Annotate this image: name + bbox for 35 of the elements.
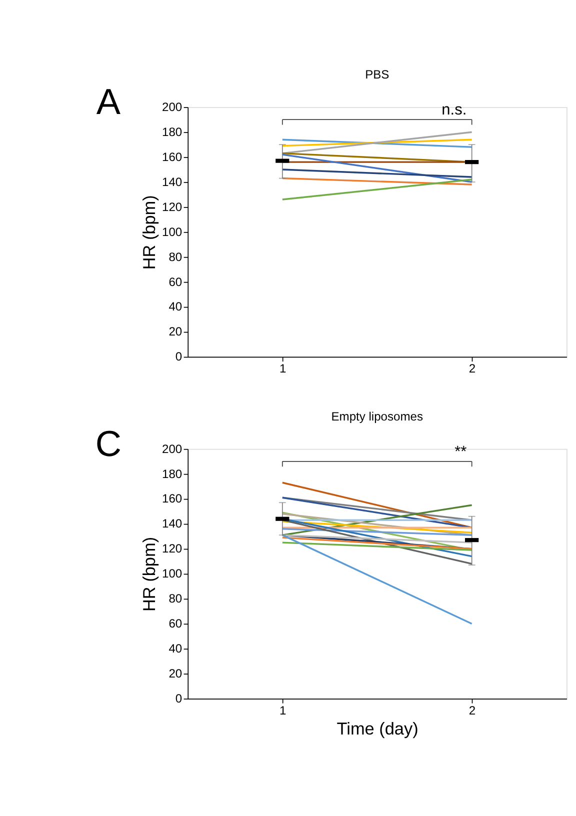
annotation: **: [454, 443, 467, 460]
y-tick-label: 0: [175, 350, 182, 364]
chart-title: Empty liposomes: [331, 410, 423, 424]
y-tick-label: 60: [168, 274, 182, 289]
y-tick-label: 60: [168, 616, 182, 631]
text: A: [96, 81, 122, 122]
y-tick-label: 40: [168, 300, 182, 314]
y-tick-label: 80: [168, 250, 182, 264]
y-tick-label: 20: [168, 666, 182, 681]
y-tick-label: 180: [162, 124, 182, 139]
x-tick-label: 1: [279, 362, 286, 376]
y-tick-label: 100: [162, 566, 182, 581]
y-tick-label: 40: [168, 642, 182, 656]
y-tick-label: 180: [162, 466, 182, 481]
y-tick-label: 200: [162, 100, 182, 114]
annotation: n.s.: [442, 101, 467, 118]
y-tick-label: 160: [162, 150, 182, 164]
y-tick-label: 140: [162, 516, 182, 531]
y-tick-label: 0: [175, 692, 182, 706]
x-tick-label: 2: [468, 704, 476, 718]
x-tick-label: 2: [468, 362, 476, 376]
y-tick-label: 140: [162, 174, 182, 189]
y-tick-label: 20: [168, 324, 182, 339]
x-tick-label: 1: [279, 704, 286, 718]
y-tick-label: 200: [162, 442, 182, 456]
y-axis-title: HR (bpm): [139, 195, 160, 270]
chart-title: PBS: [365, 68, 390, 82]
text: C: [95, 422, 122, 464]
y-tick-label: 160: [162, 492, 182, 506]
y-tick-label: 120: [162, 200, 182, 214]
y-tick-label: 80: [168, 592, 182, 606]
y-tick-label: 120: [162, 542, 182, 556]
y-axis-title: HR (bpm): [139, 536, 160, 612]
y-tick-label: 100: [162, 224, 182, 239]
x-axis-title: Time (day): [336, 718, 418, 738]
